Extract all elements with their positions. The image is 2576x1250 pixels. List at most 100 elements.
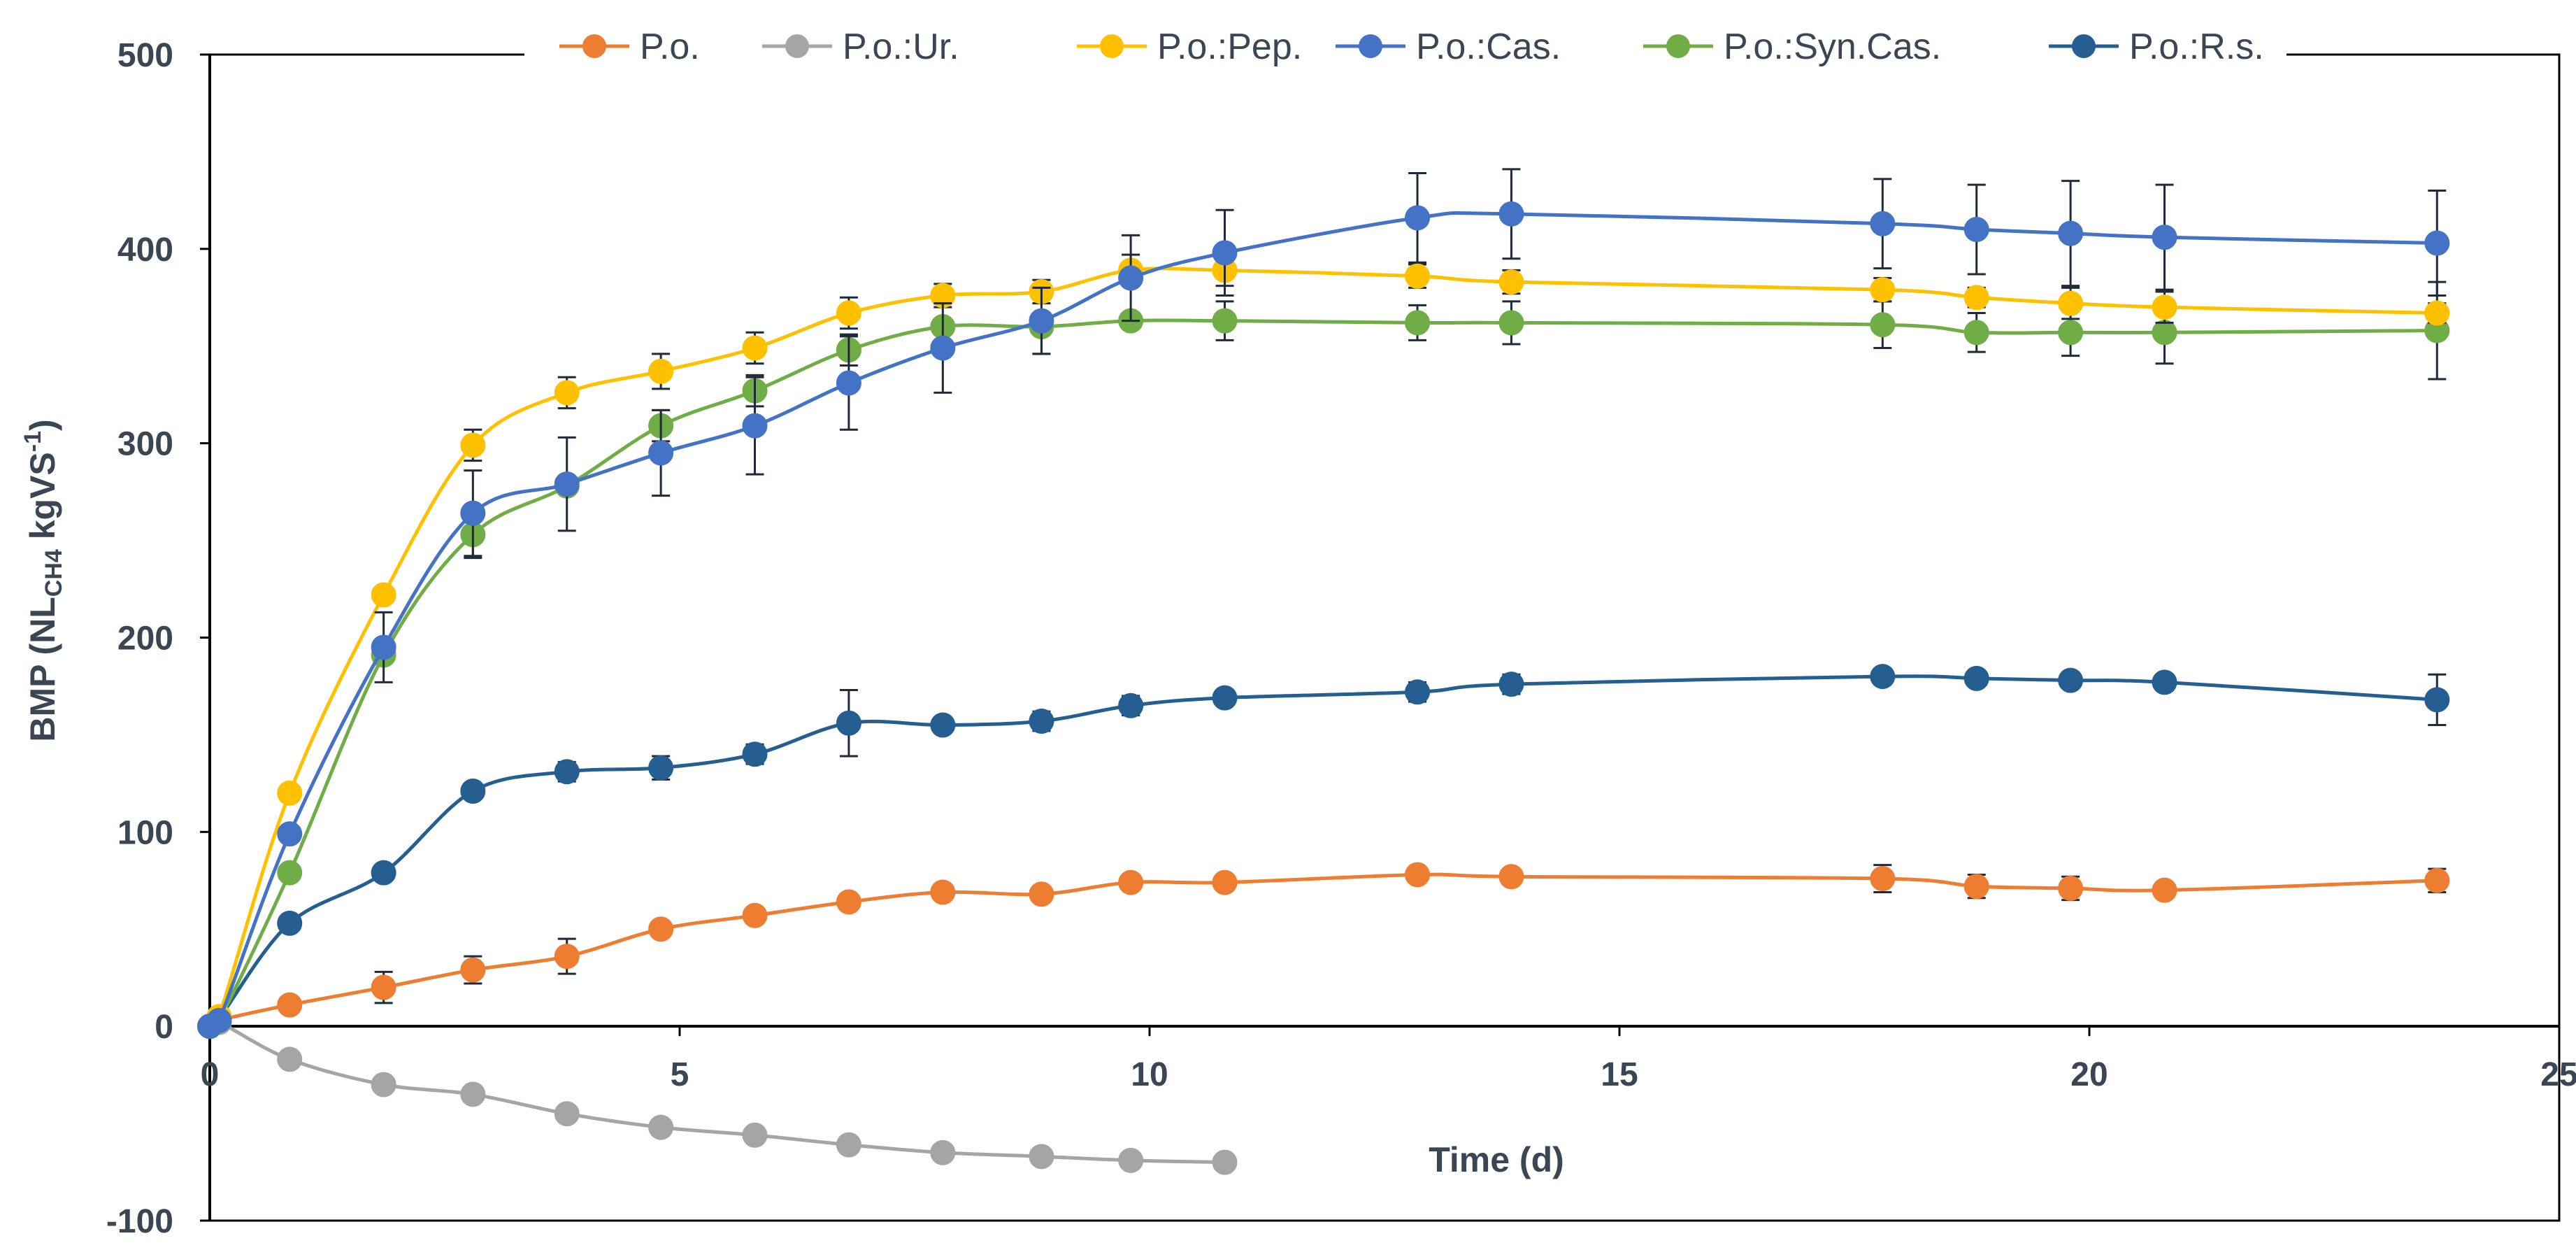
y-tick-label: 0 xyxy=(155,1009,173,1046)
data-point xyxy=(460,957,486,983)
data-point xyxy=(1870,312,1896,338)
x-tick-label: 0 xyxy=(201,1056,220,1093)
data-point xyxy=(206,1007,232,1033)
legend-label: P.o.:R.s. xyxy=(2129,27,2264,67)
data-point xyxy=(836,1132,861,1158)
data-point xyxy=(742,741,768,767)
data-point xyxy=(742,335,768,361)
x-axis-title: Time (d) xyxy=(1429,1140,1564,1179)
series-line xyxy=(208,318,2438,1035)
data-point xyxy=(1963,285,1989,311)
data-point xyxy=(2152,225,2177,250)
data-point xyxy=(371,1072,396,1098)
data-point xyxy=(371,582,396,608)
data-point xyxy=(1029,708,1054,734)
legend-label: P.o.:Cas. xyxy=(1416,27,1561,67)
data-point xyxy=(277,780,303,806)
legend-label: P.o.:Pep. xyxy=(1157,27,1302,67)
data-point xyxy=(1029,881,1054,907)
data-point xyxy=(648,440,674,466)
data-point xyxy=(930,1139,956,1165)
legend-marker xyxy=(2072,34,2096,58)
data-point xyxy=(2058,875,2084,901)
series-line xyxy=(208,1018,1225,1165)
y-axis-title-mid: kgVS xyxy=(23,452,62,549)
legend-label: P.o.:Ur. xyxy=(843,27,959,67)
data-point xyxy=(1212,308,1238,334)
data-point xyxy=(1118,265,1144,291)
series-line xyxy=(208,267,2438,1038)
x-tick-label: 25 xyxy=(2540,1056,2576,1093)
data-point xyxy=(836,710,861,736)
series-p-o-r-s xyxy=(197,664,2450,1039)
data-point xyxy=(371,974,396,1000)
data-point xyxy=(742,902,768,928)
data-point xyxy=(1212,869,1238,895)
data-point xyxy=(554,944,580,970)
data-point xyxy=(2424,230,2450,256)
data-point xyxy=(1212,685,1238,711)
data-point xyxy=(1118,1147,1144,1173)
series-layer xyxy=(197,168,2450,1175)
data-point xyxy=(1870,866,1896,892)
data-point xyxy=(2152,294,2177,320)
x-tick-label: 20 xyxy=(2070,1056,2108,1093)
series-line xyxy=(208,674,2438,1030)
legend: P.o. P.o.:Ur. P.o.:Pep. P.o.:Cas. P.o.:Syn.C… xyxy=(524,20,2287,73)
data-point xyxy=(2152,669,2177,695)
y-tick-label: 300 xyxy=(117,426,173,463)
data-point xyxy=(2058,290,2084,316)
data-point xyxy=(836,370,861,396)
data-point xyxy=(1405,205,1431,231)
data-point xyxy=(460,778,486,804)
series-p-o-syn-cas xyxy=(197,280,2450,1039)
data-point xyxy=(1963,665,1989,691)
data-point xyxy=(1405,862,1431,888)
data-point xyxy=(554,759,580,785)
data-point xyxy=(742,1122,768,1148)
data-point xyxy=(554,471,580,497)
data-point xyxy=(1870,277,1896,303)
data-point xyxy=(2058,667,2084,693)
y-axis-title-sup: -1 xyxy=(20,431,46,452)
legend-marker xyxy=(1359,34,1382,58)
x-tick-label: 10 xyxy=(1131,1056,1168,1093)
data-point xyxy=(277,992,303,1018)
data-point xyxy=(460,432,486,458)
data-point xyxy=(1212,1149,1238,1175)
y-tick-label: 100 xyxy=(117,814,173,851)
data-point xyxy=(1963,217,1989,243)
data-point xyxy=(1498,269,1524,295)
data-point xyxy=(1870,211,1896,236)
data-point xyxy=(648,358,674,384)
data-point xyxy=(1212,240,1238,266)
data-point xyxy=(554,380,580,406)
x-tick-label: 15 xyxy=(1601,1056,1638,1093)
data-point xyxy=(1963,874,1989,900)
plot-area-border xyxy=(208,53,2561,1222)
data-point xyxy=(1498,310,1524,336)
data-point xyxy=(836,889,861,915)
y-axis-title: BMP (NLCH4 kgVS-1) xyxy=(20,419,67,741)
legend-label: P.o.:Syn.Cas. xyxy=(1724,27,1941,67)
series-p-o-pep xyxy=(197,253,2450,1039)
data-point xyxy=(930,879,956,905)
legend-marker xyxy=(1100,34,1124,58)
y-axis-title-sub: CH4 xyxy=(41,549,67,597)
y-tick-labels: -100 0 100 200 300 400 500 xyxy=(106,37,210,1240)
data-point xyxy=(1498,201,1524,227)
y-tick-label: 400 xyxy=(117,232,173,269)
data-point xyxy=(277,1046,303,1072)
data-point xyxy=(554,1101,580,1127)
data-point xyxy=(1029,1144,1054,1170)
data-point xyxy=(648,916,674,942)
data-point xyxy=(930,712,956,738)
data-point xyxy=(2058,220,2084,246)
series-line xyxy=(208,211,2438,1038)
data-point xyxy=(742,413,768,439)
series-line xyxy=(208,872,2438,1028)
data-point xyxy=(1118,693,1144,718)
y-axis-title-main: BMP (NL xyxy=(23,597,62,741)
legend-marker xyxy=(785,34,809,58)
data-point xyxy=(2424,687,2450,713)
